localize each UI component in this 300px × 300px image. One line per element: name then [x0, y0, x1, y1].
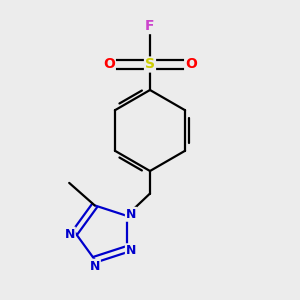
Text: N: N — [89, 260, 100, 273]
Text: N: N — [126, 208, 136, 221]
Text: F: F — [145, 19, 155, 33]
Text: O: O — [103, 58, 115, 71]
Text: S: S — [145, 58, 155, 71]
Text: O: O — [185, 58, 197, 71]
Text: N: N — [64, 227, 75, 241]
Text: N: N — [126, 244, 136, 257]
